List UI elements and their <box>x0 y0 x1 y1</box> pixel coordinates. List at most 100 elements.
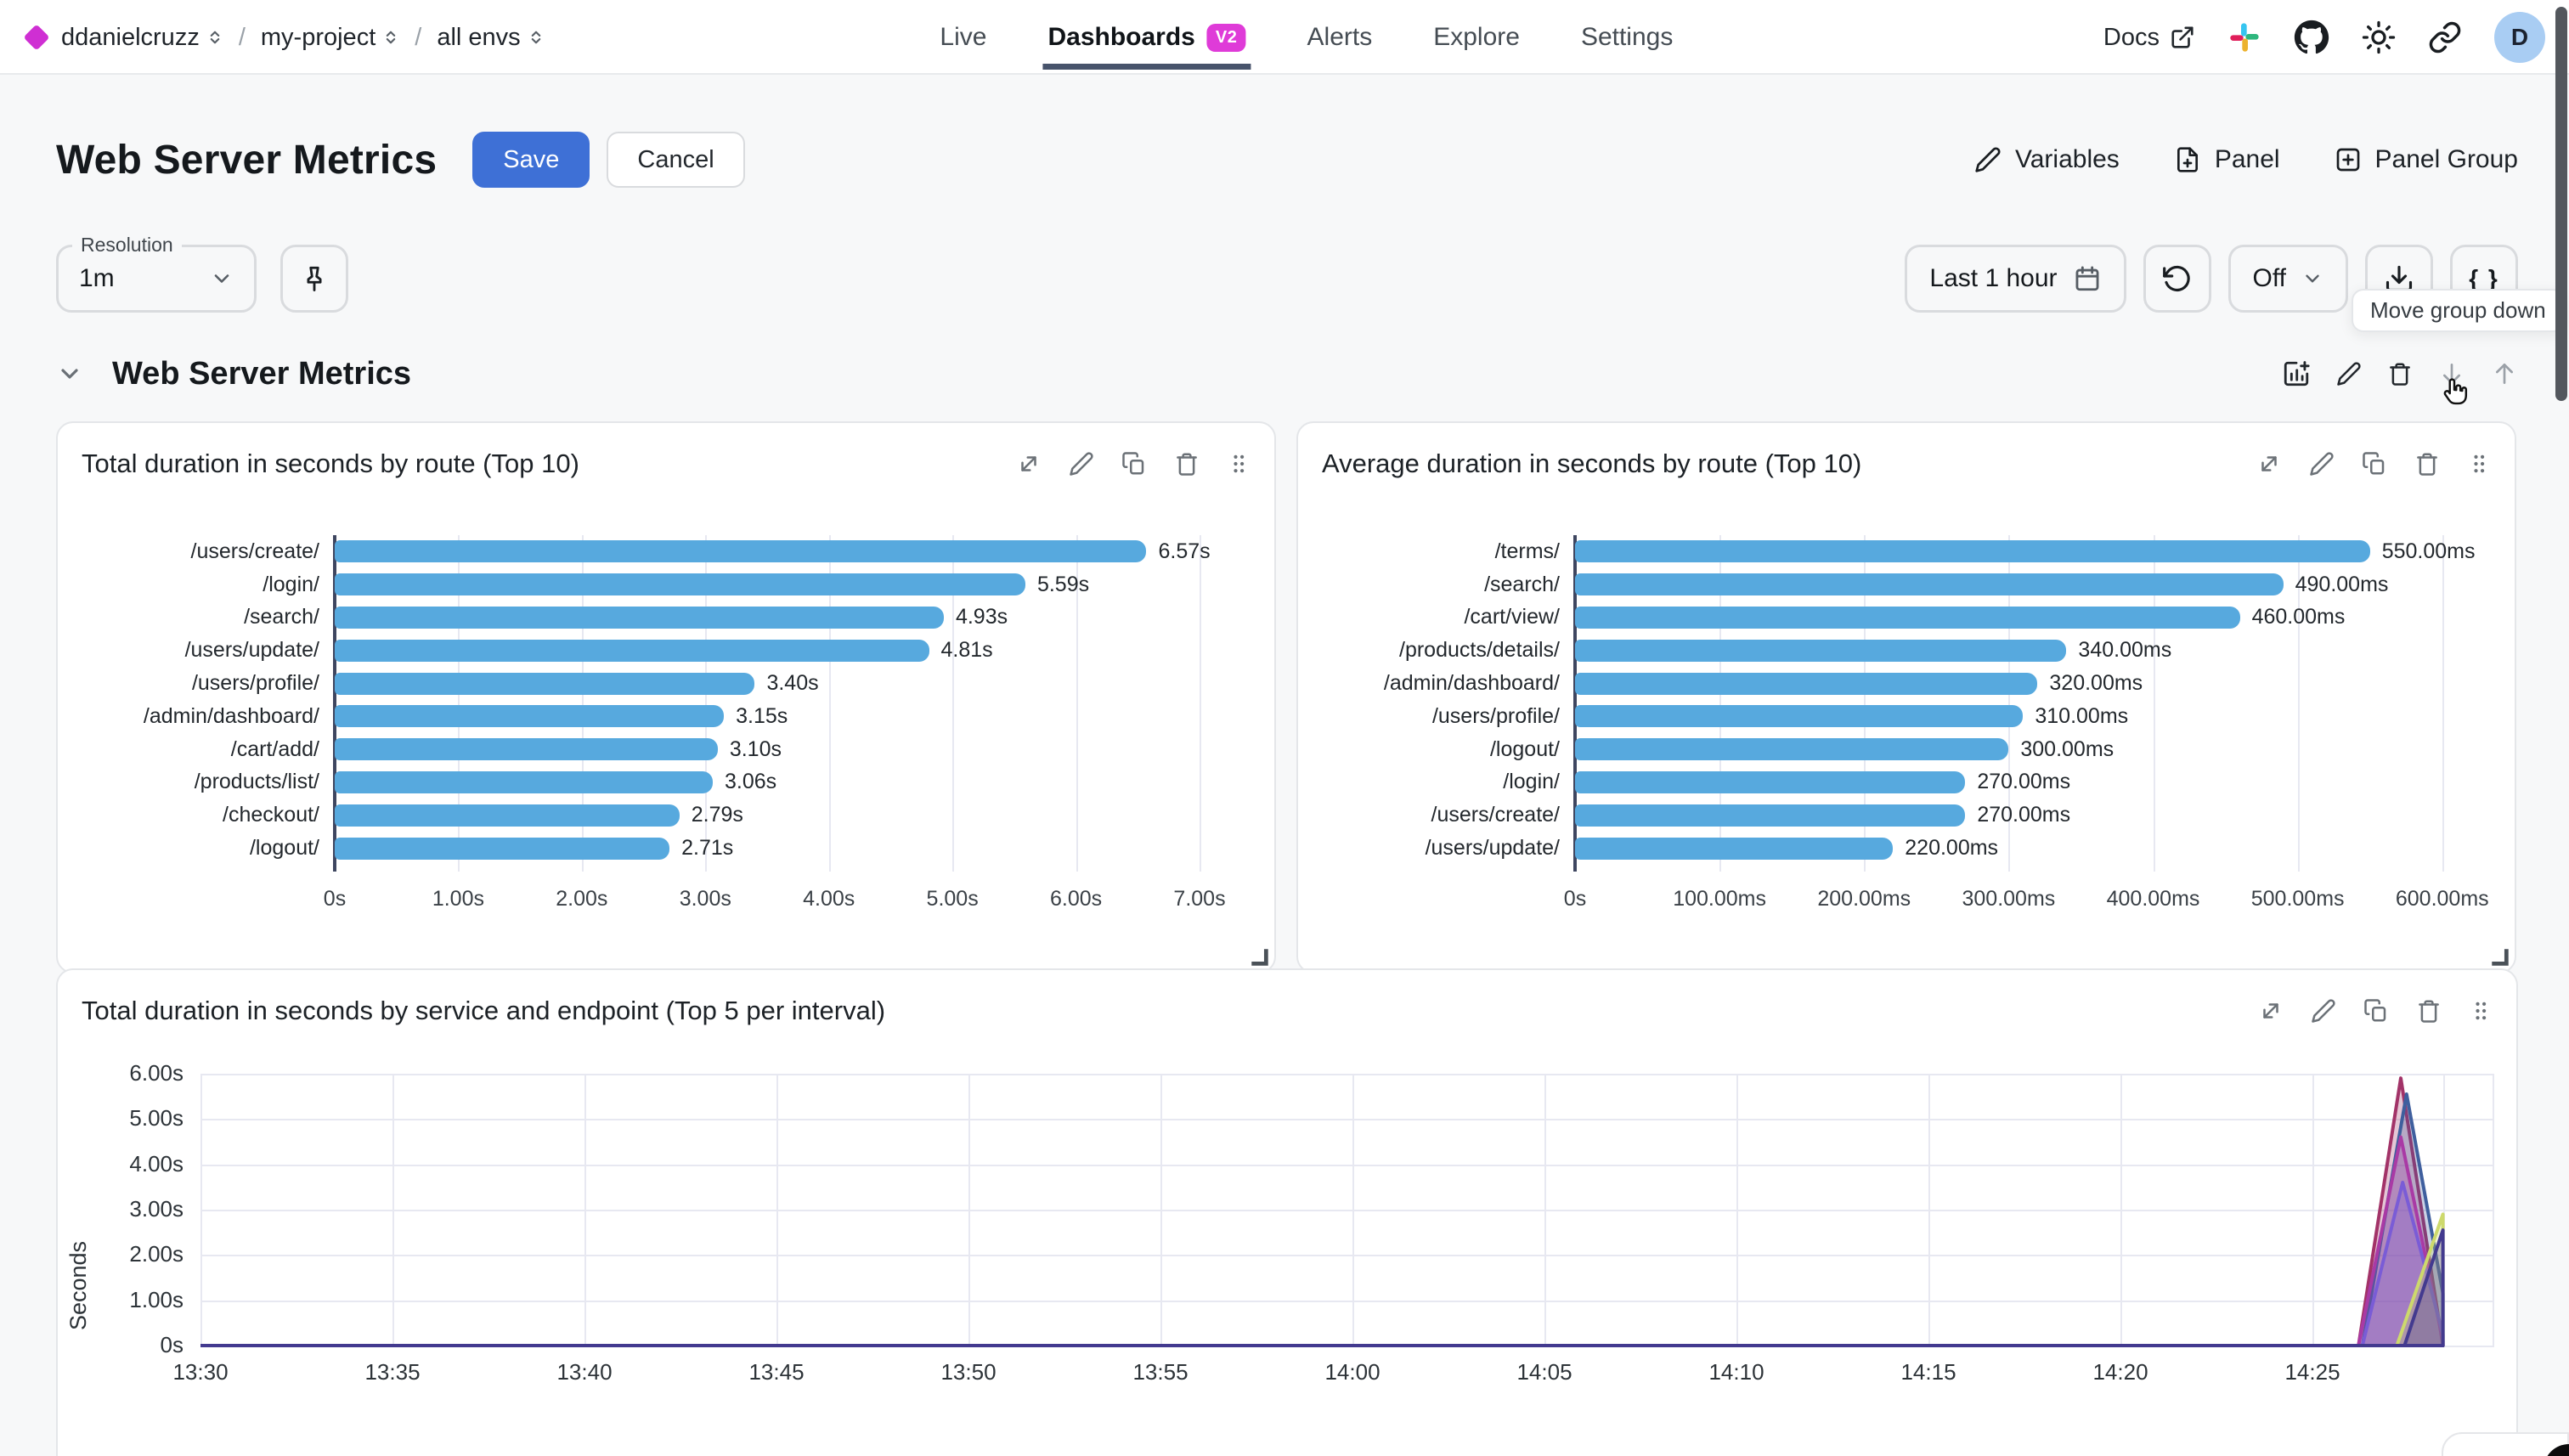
x-axis-tick: 600.00ms <box>2395 887 2489 911</box>
time-range-picker[interactable]: Last 1 hour <box>1905 245 2126 313</box>
slack-icon[interactable] <box>2227 20 2261 54</box>
save-button[interactable]: Save <box>472 132 590 188</box>
gridline <box>2493 1074 2495 1346</box>
panel-average-duration-by-route: Average duration in seconds by route (To… <box>1296 421 2516 973</box>
pencil-icon[interactable] <box>1069 451 1094 477</box>
gridline <box>1928 1074 1930 1346</box>
expand-icon[interactable] <box>1016 451 1042 477</box>
nav-tab-alerts[interactable]: Alerts <box>1307 23 1373 51</box>
gridline <box>200 1164 2494 1166</box>
refresh-button[interactable] <box>2143 245 2211 313</box>
trash-icon[interactable] <box>2387 361 2413 387</box>
gridline <box>200 1119 2494 1121</box>
cancel-button[interactable]: Cancel <box>607 132 745 188</box>
bar-category-label: /users/create/ <box>1431 803 1560 827</box>
updown-chevron-icon <box>382 27 399 48</box>
docs-link[interactable]: Docs <box>2103 24 2195 52</box>
gridline <box>581 535 584 872</box>
nav-tab-settings[interactable]: Settings <box>1580 23 1674 51</box>
bar-category-label: /login/ <box>1503 770 1560 794</box>
chart-plus-icon[interactable] <box>2282 359 2311 388</box>
trash-icon[interactable] <box>2414 451 2440 477</box>
nav-tab-dashboards[interactable]: Dashboards V2 <box>1042 23 1251 70</box>
bar <box>1575 672 2038 695</box>
collapse-chevron-icon[interactable] <box>56 360 83 387</box>
gridline <box>2442 535 2444 872</box>
add-panel-group-button[interactable]: Panel Group <box>2335 145 2518 174</box>
gridline <box>776 1074 778 1346</box>
pencil-icon[interactable] <box>2336 361 2362 387</box>
y-axis-tick: 1.00s <box>129 1286 184 1312</box>
x-axis-tick: 100.00ms <box>1673 887 1767 911</box>
bar-category-label: /users/profile/ <box>1431 703 1560 728</box>
bar-category-label: /users/update/ <box>1425 836 1560 861</box>
pencil-icon[interactable] <box>2311 998 2336 1024</box>
breadcrumb-env-selector[interactable]: all envs <box>437 24 544 52</box>
grip-icon[interactable] <box>2469 998 2493 1024</box>
y-axis-title: Seconds <box>65 1240 92 1331</box>
x-axis-tick: 1.00s <box>432 887 485 911</box>
user-avatar[interactable]: D <box>2494 12 2545 63</box>
x-axis-tick: 13:30 <box>172 1359 229 1385</box>
gridline <box>2312 1074 2314 1346</box>
gridline <box>584 1074 586 1346</box>
bar-category-label: /products/list/ <box>194 770 319 794</box>
resolution-select[interactable]: Resolution 1m <box>56 234 257 313</box>
resize-handle-icon[interactable] <box>1251 948 1269 967</box>
breadcrumb-org-label: ddanielcruzz <box>61 23 200 51</box>
theme-sun-icon[interactable] <box>2362 20 2396 54</box>
chevron-down-icon <box>210 267 234 291</box>
pin-button[interactable] <box>280 245 348 313</box>
series-area <box>200 1212 2445 1347</box>
bar-value-label: 3.06s <box>725 770 777 794</box>
series-area <box>200 1181 2445 1347</box>
arrow-down-icon[interactable] <box>2438 360 2465 387</box>
nav-tab-live[interactable]: Live <box>940 23 987 51</box>
arrow-up-icon[interactable] <box>2491 360 2518 387</box>
github-icon[interactable] <box>2294 20 2329 55</box>
x-axis-tick: 500.00ms <box>2250 887 2345 911</box>
breadcrumb-project-selector[interactable]: my-project <box>261 24 399 52</box>
bar-value-label: 320.00ms <box>2049 671 2143 696</box>
trash-icon[interactable] <box>2416 998 2442 1024</box>
y-axis-tick: 0s <box>160 1332 184 1357</box>
group-actions <box>2282 359 2518 388</box>
gridline <box>200 1074 202 1346</box>
bar-row: /search/4.93s <box>82 601 1254 635</box>
gridline <box>1736 1074 1738 1346</box>
controls-row: Resolution 1m Last 1 hour Off { } <box>56 234 2518 313</box>
grip-icon[interactable] <box>1227 451 1251 477</box>
auto-refresh-select[interactable]: Off <box>2227 245 2348 313</box>
x-axis-tick: 14:25 <box>2284 1359 2340 1385</box>
bar <box>335 540 1147 563</box>
expand-icon[interactable] <box>2256 451 2282 477</box>
variables-button[interactable]: Variables <box>1974 145 2120 174</box>
share-link-icon[interactable] <box>2428 20 2462 54</box>
add-panel-button[interactable]: Panel <box>2174 145 2280 174</box>
vertical-scrollbar-thumb[interactable] <box>2555 7 2567 401</box>
resize-handle-icon[interactable] <box>2491 948 2510 967</box>
pencil-icon[interactable] <box>2309 451 2335 477</box>
expand-icon[interactable] <box>2258 998 2284 1024</box>
copy-icon[interactable] <box>2363 998 2389 1024</box>
x-axis-tick: 0s <box>1563 887 1587 911</box>
y-axis-tick: 5.00s <box>129 1105 184 1132</box>
panel-duration-by-service-endpoint: Total duration in seconds by service and… <box>56 968 2518 1456</box>
bar <box>335 837 670 860</box>
toolbar-actions: Variables Panel Panel Group <box>1974 145 2518 174</box>
bar-category-label: /admin/dashboard/ <box>143 703 319 728</box>
bar-category-label: /terms/ <box>1494 539 1560 563</box>
bar-value-label: 4.81s <box>940 638 993 663</box>
bar-value-label: 3.10s <box>729 736 782 761</box>
trash-icon[interactable] <box>1174 451 1200 477</box>
x-axis-tick: 14:15 <box>1900 1359 1956 1385</box>
grip-icon[interactable] <box>2467 451 2491 477</box>
bar-category-label: /users/update/ <box>184 638 319 663</box>
bar <box>335 606 944 629</box>
copy-icon[interactable] <box>1121 451 1147 477</box>
nav-tab-explore[interactable]: Explore <box>1433 23 1520 51</box>
bar-value-label: 270.00ms <box>1977 770 2071 794</box>
x-axis-tick: 14:10 <box>1708 1359 1764 1385</box>
copy-icon[interactable] <box>2362 451 2387 477</box>
breadcrumb-org-selector[interactable]: ddanielcruzz <box>61 24 223 52</box>
